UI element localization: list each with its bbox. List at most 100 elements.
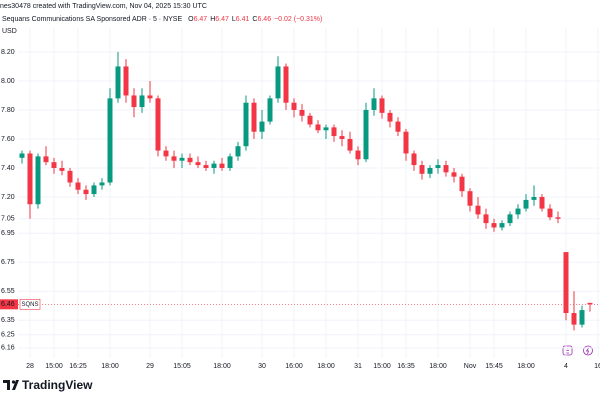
candle-body — [291, 102, 297, 110]
last-price-tag — [0, 299, 18, 310]
y-tick-label: 8.00 — [1, 78, 15, 85]
candle-body — [323, 127, 329, 131]
candle-body — [499, 223, 505, 228]
candle-body — [67, 170, 73, 183]
candle-body — [555, 217, 561, 219]
attribution: nes30478 created with TradingView.com, N… — [0, 3, 207, 10]
candle-body — [419, 165, 425, 174]
candle-body — [331, 127, 337, 137]
ohlc-value: 6.46 — [257, 16, 271, 23]
candle-body — [347, 138, 353, 151]
y-tick-label: 6.55 — [1, 288, 15, 295]
y-tick-label: 6.25 — [1, 332, 15, 339]
candle-body — [491, 223, 497, 228]
candle-body — [579, 310, 585, 325]
candle-body — [187, 157, 193, 163]
ohlc-label: O — [188, 16, 194, 23]
candle-body — [355, 150, 361, 160]
ohlc-value: 6.41 — [236, 16, 250, 23]
x-tick-label: 16:00 — [285, 363, 303, 370]
candle-body — [267, 98, 273, 122]
candle-body — [51, 162, 57, 168]
candle-body — [451, 172, 457, 177]
candle-body — [179, 157, 185, 161]
x-tick-label: 15:00 — [373, 363, 391, 370]
candle-body — [563, 252, 569, 314]
y-tick-label: 6.16 — [1, 345, 15, 352]
candle-body — [259, 121, 265, 132]
x-tick-label: 28 — [26, 363, 34, 370]
candle-body — [115, 66, 121, 99]
x-tick-label: 31 — [354, 363, 362, 370]
candle-body — [459, 176, 465, 192]
candle-body — [43, 156, 49, 163]
candle-body — [83, 189, 89, 195]
x-tick-label: 30 — [258, 363, 266, 370]
candle-body — [203, 165, 209, 168]
currency: USD — [2, 28, 17, 35]
candle-body — [531, 196, 537, 200]
candle-body — [107, 98, 113, 183]
candle-body — [19, 153, 25, 158]
symbol-tag: SQNS — [21, 302, 38, 308]
candle-body — [35, 156, 41, 205]
ohlc-value: 6.47 — [194, 16, 208, 23]
candle-body — [251, 102, 257, 132]
candle-body — [435, 165, 441, 168]
candle-body — [171, 156, 177, 161]
candle-body — [163, 150, 169, 157]
brand-name: TradingView — [22, 378, 93, 392]
candle-body — [387, 112, 393, 122]
candle-body — [315, 124, 321, 131]
x-tick-label: 16:35 — [397, 363, 415, 370]
candle-body — [483, 214, 489, 224]
x-tick-label: 18:00 — [429, 363, 447, 370]
candle-body — [195, 162, 201, 166]
x-tick-label: Nov — [464, 363, 477, 370]
x-tick-label: 16 — [594, 363, 600, 370]
ohlc-label: H — [210, 16, 215, 23]
candle-body — [379, 98, 385, 113]
symbol-title: Sequans Communications SA Sponsored ADR … — [2, 16, 182, 23]
candle-body — [219, 163, 225, 168]
candle-body — [443, 165, 449, 173]
grid — [18, 28, 600, 358]
x-tick-label: 18:00 — [317, 363, 335, 370]
candle-body — [307, 115, 313, 125]
candle-body — [515, 208, 521, 215]
x-tick-label: 15:00 — [45, 363, 63, 370]
logo-dot — [11, 380, 16, 384]
candle-body — [275, 66, 281, 99]
y-tick-label: 6.35 — [1, 317, 15, 324]
ohlc-label: C — [252, 16, 257, 23]
candle-body — [227, 156, 233, 168]
x-tick-label: 18:00 — [517, 363, 535, 370]
ohlc-value: 6.47 — [215, 16, 229, 23]
candle-body — [59, 167, 65, 171]
y-tick-label: 7.60 — [1, 136, 15, 143]
x-tick-label: 18:00 — [213, 363, 231, 370]
x-tick-label: 18:00 — [101, 363, 119, 370]
candle-body — [403, 131, 409, 154]
y-tick-label: 8.20 — [1, 49, 15, 56]
last-price-label: 6.46 — [1, 301, 15, 308]
candle-body — [131, 95, 137, 108]
candle-body — [147, 95, 153, 99]
dividend-glyph — [585, 347, 590, 355]
candle-body — [139, 95, 145, 108]
y-tick-label: 7.40 — [1, 165, 15, 172]
x-tick-label: 16:25 — [69, 363, 87, 370]
candle-body — [395, 121, 401, 132]
candle-body — [339, 136, 345, 139]
candle-body — [283, 66, 289, 103]
candle-body — [243, 102, 249, 147]
symbol-tag-box — [19, 299, 41, 310]
candle-body — [123, 66, 129, 96]
brand-logo: TradingView — [3, 378, 93, 392]
x-tick-label: 15:05 — [173, 363, 191, 370]
candle-body — [75, 182, 81, 190]
y-tick-label: 6.95 — [1, 230, 15, 237]
candle-body — [427, 167, 433, 174]
